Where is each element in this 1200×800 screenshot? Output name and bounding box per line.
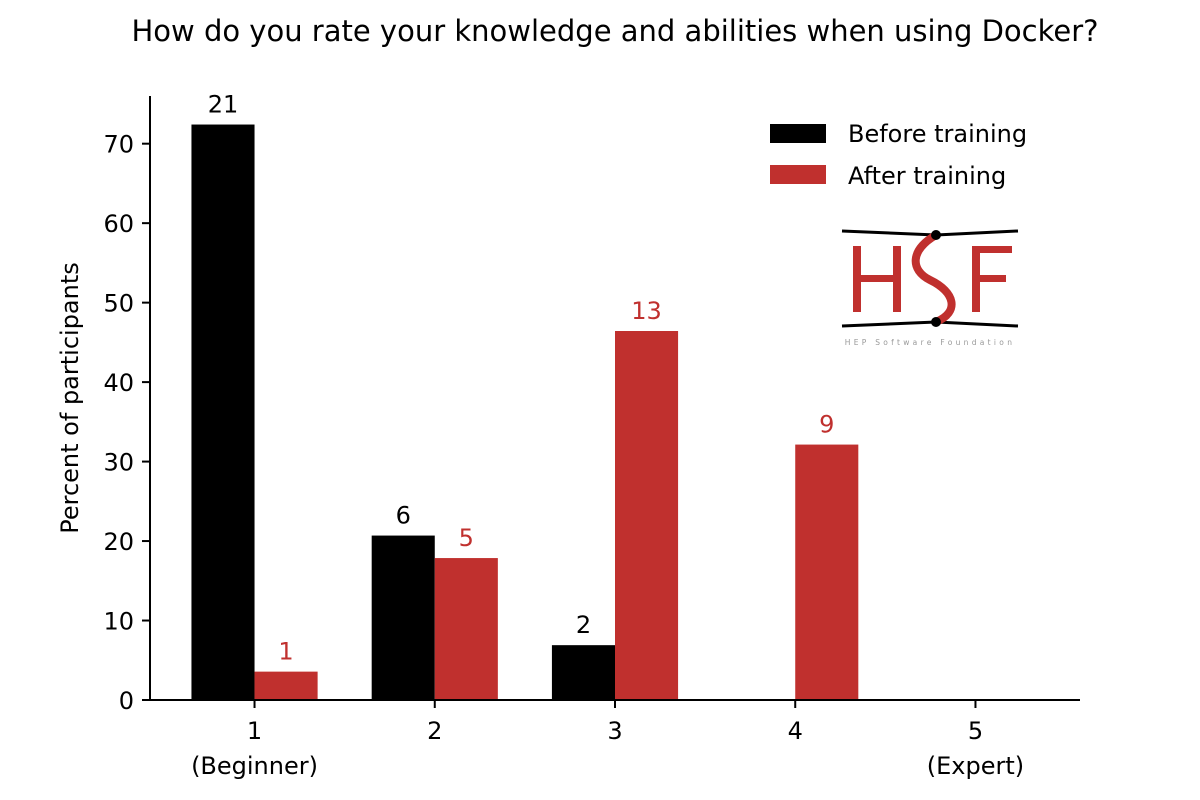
x-tick-label: (Beginner) bbox=[191, 752, 318, 780]
x-tick-label: 4 bbox=[788, 717, 803, 745]
y-tick-label: 0 bbox=[119, 687, 134, 715]
bar-after-1 bbox=[254, 671, 318, 700]
data-label: 13 bbox=[631, 297, 662, 325]
y-tick-label: 40 bbox=[103, 369, 134, 397]
bar-after-4 bbox=[795, 444, 859, 700]
legend: Before training After training bbox=[770, 120, 1027, 190]
bar-after-3 bbox=[615, 331, 679, 700]
y-tick-label: 10 bbox=[103, 608, 134, 636]
data-label: 2 bbox=[576, 611, 591, 639]
x-tick-label: (Expert) bbox=[927, 752, 1024, 780]
x-tick-label: 2 bbox=[427, 717, 442, 745]
y-tick-label: 30 bbox=[103, 449, 134, 477]
bar-before-2 bbox=[371, 535, 435, 700]
data-label: 9 bbox=[819, 411, 834, 439]
svg-text:HEP Software Foundation: HEP Software Foundation bbox=[845, 338, 1016, 347]
bar-before-1 bbox=[191, 124, 255, 700]
data-label: 5 bbox=[459, 524, 474, 552]
data-label: 1 bbox=[278, 638, 293, 666]
bar-after-2 bbox=[434, 558, 498, 700]
y-tick-label: 60 bbox=[103, 210, 134, 238]
x-tick-label: 5 bbox=[968, 717, 983, 745]
data-label: 21 bbox=[208, 91, 239, 119]
legend-label-before: Before training bbox=[848, 120, 1027, 148]
hsf-logo: HEP Software Foundation bbox=[841, 229, 1019, 347]
y-tick-label: 20 bbox=[103, 528, 134, 556]
x-tick-label: 3 bbox=[607, 717, 622, 745]
legend-swatch-after bbox=[770, 165, 826, 184]
y-tick-label: 70 bbox=[103, 131, 134, 159]
y-tick-label: 50 bbox=[103, 290, 134, 318]
data-label: 6 bbox=[396, 502, 411, 530]
x-tick-label: 1 bbox=[247, 717, 262, 745]
bar-before-3 bbox=[551, 645, 615, 700]
y-axis-label: Percent of participants bbox=[56, 262, 84, 534]
legend-label-after: After training bbox=[848, 162, 1006, 190]
chart-title: How do you rate your knowledge and abili… bbox=[131, 14, 1098, 48]
legend-swatch-before bbox=[770, 124, 826, 143]
